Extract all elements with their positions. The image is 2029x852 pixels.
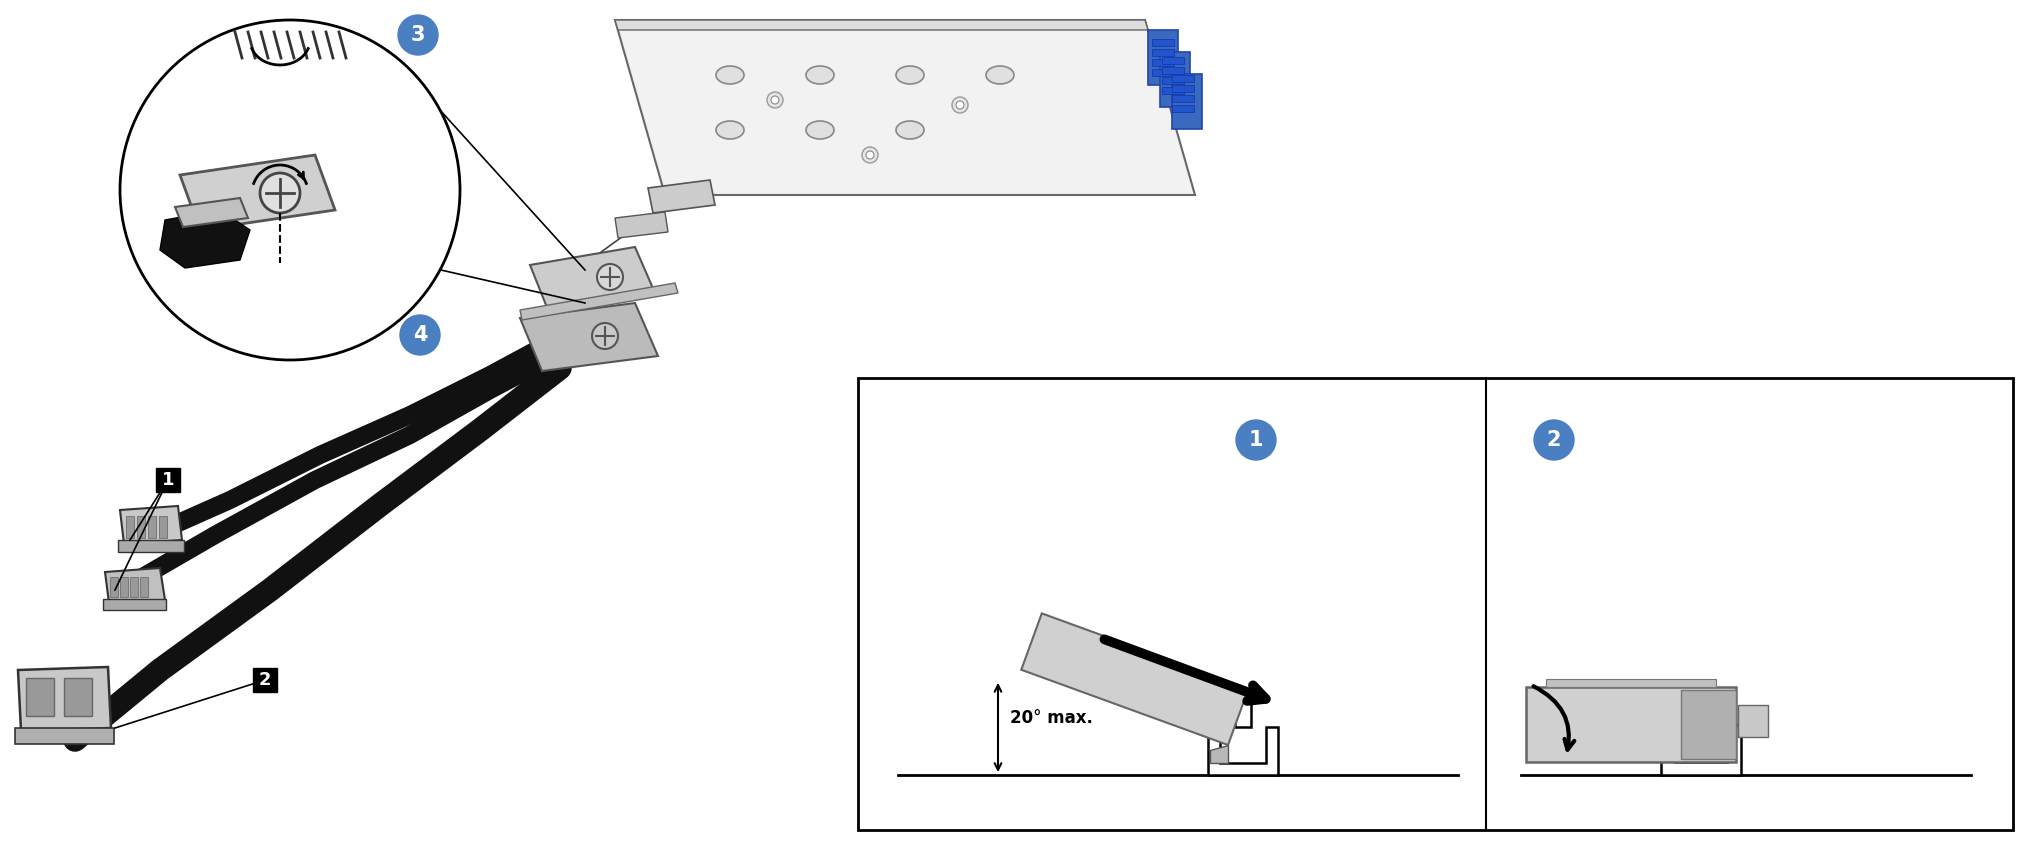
Circle shape bbox=[952, 97, 968, 113]
Bar bbox=[1163, 77, 1185, 84]
Circle shape bbox=[956, 101, 964, 109]
Polygon shape bbox=[615, 212, 668, 238]
Bar bbox=[14, 728, 114, 744]
Bar bbox=[1163, 57, 1185, 64]
Bar bbox=[138, 516, 144, 538]
Circle shape bbox=[1534, 420, 1575, 460]
Bar bbox=[1173, 85, 1193, 92]
Bar bbox=[1173, 105, 1193, 112]
Circle shape bbox=[398, 15, 438, 55]
Ellipse shape bbox=[806, 121, 834, 139]
FancyBboxPatch shape bbox=[1173, 74, 1201, 129]
Polygon shape bbox=[1209, 745, 1228, 763]
Circle shape bbox=[592, 323, 619, 349]
Circle shape bbox=[1236, 420, 1276, 460]
Ellipse shape bbox=[986, 66, 1014, 84]
Bar bbox=[1236, 700, 1252, 727]
Circle shape bbox=[771, 96, 779, 104]
Circle shape bbox=[767, 92, 783, 108]
Bar bbox=[1163, 87, 1185, 94]
Bar bbox=[1526, 687, 1737, 762]
Text: 20° max.: 20° max. bbox=[1010, 709, 1094, 727]
Ellipse shape bbox=[897, 121, 923, 139]
Polygon shape bbox=[174, 198, 248, 227]
Ellipse shape bbox=[716, 121, 745, 139]
Bar bbox=[1739, 705, 1767, 737]
Polygon shape bbox=[519, 283, 678, 320]
Circle shape bbox=[260, 173, 300, 213]
Polygon shape bbox=[106, 568, 164, 603]
Ellipse shape bbox=[716, 66, 745, 84]
Bar bbox=[1163, 67, 1185, 74]
Circle shape bbox=[400, 315, 440, 355]
Polygon shape bbox=[647, 180, 714, 213]
Polygon shape bbox=[181, 155, 335, 230]
Polygon shape bbox=[18, 667, 112, 731]
FancyBboxPatch shape bbox=[1161, 52, 1189, 107]
Bar bbox=[118, 540, 185, 552]
Bar bbox=[140, 577, 148, 597]
Bar bbox=[1680, 690, 1737, 759]
Bar bbox=[254, 668, 278, 692]
Bar bbox=[1173, 75, 1193, 82]
Bar bbox=[1546, 679, 1717, 687]
Polygon shape bbox=[160, 210, 250, 268]
Text: 3: 3 bbox=[410, 25, 426, 45]
Polygon shape bbox=[615, 20, 1148, 30]
Bar bbox=[148, 516, 156, 538]
Ellipse shape bbox=[806, 66, 834, 84]
Polygon shape bbox=[615, 20, 1195, 195]
Circle shape bbox=[866, 151, 874, 159]
Bar bbox=[858, 378, 2013, 830]
Polygon shape bbox=[120, 506, 183, 544]
Bar bbox=[1152, 59, 1175, 66]
Text: 1: 1 bbox=[1248, 430, 1264, 450]
Bar bbox=[1173, 95, 1193, 102]
Bar bbox=[158, 516, 166, 538]
Bar bbox=[130, 577, 138, 597]
FancyBboxPatch shape bbox=[1148, 30, 1179, 85]
Ellipse shape bbox=[897, 66, 923, 84]
Bar bbox=[65, 678, 91, 716]
Polygon shape bbox=[530, 247, 655, 310]
Polygon shape bbox=[1207, 727, 1278, 775]
Text: 2: 2 bbox=[260, 671, 272, 689]
Bar bbox=[1152, 69, 1175, 76]
Text: 1: 1 bbox=[162, 471, 174, 489]
Polygon shape bbox=[1662, 725, 1741, 775]
Bar bbox=[1690, 700, 1708, 725]
Circle shape bbox=[597, 264, 623, 290]
Polygon shape bbox=[1021, 613, 1248, 745]
Bar bbox=[120, 577, 128, 597]
Bar bbox=[103, 599, 166, 610]
Bar bbox=[156, 468, 181, 492]
Text: 2: 2 bbox=[1546, 430, 1560, 450]
Bar bbox=[26, 678, 55, 716]
Circle shape bbox=[862, 147, 879, 163]
Bar bbox=[110, 577, 118, 597]
Bar bbox=[1152, 49, 1175, 56]
Polygon shape bbox=[519, 303, 657, 371]
Text: 4: 4 bbox=[412, 325, 428, 345]
Circle shape bbox=[120, 20, 461, 360]
Bar bbox=[1152, 39, 1175, 46]
Bar bbox=[126, 516, 134, 538]
